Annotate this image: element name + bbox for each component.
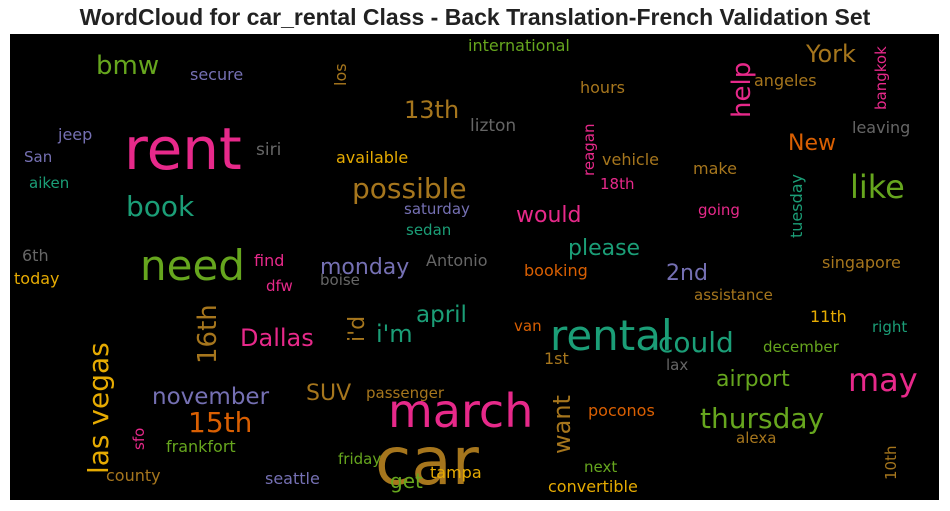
cloud-word: international bbox=[468, 36, 570, 55]
cloud-word: right bbox=[872, 318, 907, 336]
cloud-word: make bbox=[693, 159, 737, 178]
cloud-word: bmw bbox=[96, 51, 159, 81]
cloud-word: next bbox=[584, 458, 617, 476]
cloud-word: available bbox=[336, 148, 408, 167]
cloud-word: bangkok bbox=[872, 46, 890, 110]
cloud-word: secure bbox=[190, 65, 243, 84]
cloud-word: lax bbox=[666, 356, 688, 374]
cloud-word: car bbox=[375, 423, 480, 500]
cloud-word: Dallas bbox=[240, 324, 314, 352]
cloud-word: i'm bbox=[376, 320, 413, 348]
cloud-word: monday bbox=[320, 255, 409, 280]
cloud-word: assistance bbox=[694, 286, 773, 304]
cloud-word: frankfort bbox=[166, 437, 236, 456]
cloud-word: hours bbox=[580, 78, 625, 97]
cloud-word: friday bbox=[338, 450, 381, 468]
cloud-word: aiken bbox=[29, 174, 69, 192]
cloud-word: 18th bbox=[600, 175, 634, 193]
cloud-word: angeles bbox=[754, 71, 817, 90]
cloud-word: saturday bbox=[404, 200, 470, 218]
cloud-word: seattle bbox=[265, 469, 320, 488]
cloud-word: tampa bbox=[430, 463, 482, 482]
cloud-word: possible bbox=[352, 172, 467, 205]
cloud-word: county bbox=[106, 466, 161, 485]
cloud-word: passenger bbox=[366, 384, 445, 402]
cloud-word: siri bbox=[256, 140, 281, 160]
cloud-word: convertible bbox=[548, 477, 638, 496]
cloud-word: 10th bbox=[882, 446, 900, 480]
cloud-word: jeep bbox=[57, 125, 92, 144]
cloud-word: april bbox=[416, 302, 467, 328]
cloud-word: lizton bbox=[470, 116, 516, 136]
cloud-word: today bbox=[14, 269, 60, 288]
cloud-word: 16th bbox=[193, 304, 223, 364]
cloud-word: get bbox=[390, 469, 423, 493]
cloud-word: i'd bbox=[345, 316, 370, 342]
cloud-word: sedan bbox=[406, 221, 451, 239]
cloud-word: poconos bbox=[588, 401, 655, 420]
cloud-word: book bbox=[126, 190, 195, 223]
cloud-word: please bbox=[568, 236, 640, 261]
cloud-word: 2nd bbox=[666, 261, 708, 286]
cloud-word: 6th bbox=[22, 246, 49, 265]
cloud-word: tuesday bbox=[787, 174, 806, 238]
cloud-word: reagan bbox=[580, 124, 598, 176]
cloud-word: singapore bbox=[822, 253, 901, 272]
wordcloud-svg: car rent rental march need las vegas like may po… bbox=[14, 36, 918, 500]
cloud-word: would bbox=[516, 203, 581, 228]
cloud-word: leaving bbox=[852, 118, 910, 137]
cloud-word: van bbox=[514, 317, 542, 335]
cloud-word: going bbox=[698, 201, 740, 219]
cloud-word: las vegas bbox=[82, 342, 115, 474]
cloud-word: SUV bbox=[306, 381, 351, 406]
cloud-word: New bbox=[788, 131, 836, 156]
cloud-word: York bbox=[805, 40, 856, 68]
cloud-word: need bbox=[140, 241, 245, 290]
cloud-word: want bbox=[548, 395, 576, 454]
cloud-word: los bbox=[331, 63, 350, 86]
cloud-word: alexa bbox=[736, 429, 776, 447]
cloud-word: San bbox=[24, 148, 52, 166]
cloud-word: december bbox=[763, 338, 840, 356]
cloud-word: 1st bbox=[544, 349, 569, 368]
cloud-word: vehicle bbox=[602, 150, 659, 169]
chart-title: WordCloud for car_rental Class - Back Tr… bbox=[79, 4, 871, 30]
cloud-word: sfo bbox=[130, 428, 148, 450]
cloud-word: 15th bbox=[188, 406, 252, 439]
cloud-word: rent bbox=[124, 115, 242, 183]
cloud-word: could bbox=[658, 326, 734, 359]
cloud-word: like bbox=[850, 168, 905, 206]
cloud-word: dfw bbox=[266, 277, 293, 295]
cloud-word: find bbox=[254, 251, 284, 270]
cloud-word: rental bbox=[550, 311, 673, 360]
cloud-word: boise bbox=[320, 271, 360, 289]
cloud-word: help bbox=[727, 62, 757, 118]
cloud-word: may bbox=[848, 361, 918, 399]
cloud-word: thursday bbox=[700, 402, 824, 435]
cloud-word: 11th bbox=[810, 307, 847, 326]
cloud-word: march bbox=[388, 384, 533, 438]
cloud-word: Antonio bbox=[426, 251, 488, 270]
cloud-word: airport bbox=[716, 367, 790, 392]
cloud-word: november bbox=[152, 384, 270, 410]
cloud-word: 13th bbox=[404, 96, 459, 124]
wordcloud-canvas: car rent rental march need las vegas like may po… bbox=[10, 34, 939, 500]
cloud-word: booking bbox=[524, 261, 588, 280]
